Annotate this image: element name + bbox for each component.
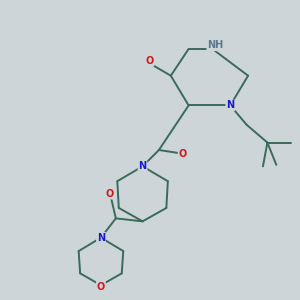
Text: N: N	[226, 100, 234, 110]
Text: O: O	[178, 149, 187, 160]
Text: NH: NH	[207, 40, 224, 50]
Text: O: O	[106, 189, 114, 199]
Text: O: O	[97, 282, 105, 292]
Text: N: N	[139, 161, 147, 171]
Text: O: O	[145, 56, 154, 66]
Text: N: N	[97, 233, 105, 243]
